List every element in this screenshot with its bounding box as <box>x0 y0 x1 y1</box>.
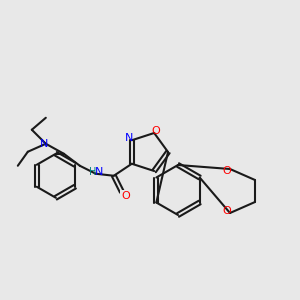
Text: N: N <box>124 133 133 143</box>
Text: N: N <box>40 139 48 149</box>
Text: O: O <box>122 191 130 201</box>
Text: O: O <box>223 166 231 176</box>
Text: O: O <box>223 206 231 216</box>
Text: O: O <box>152 126 161 136</box>
Text: H: H <box>89 167 97 177</box>
Text: N: N <box>94 167 103 177</box>
